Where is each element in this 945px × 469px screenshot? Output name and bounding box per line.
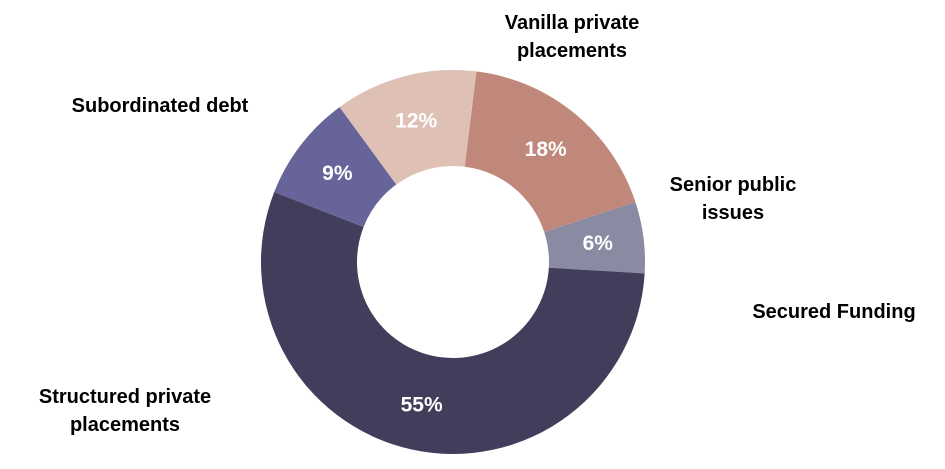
category-label-senior-public-issues: Senior public issues <box>670 174 797 224</box>
slice-subordinated-debt <box>274 107 397 227</box>
category-label-line: Vanilla private <box>505 12 640 34</box>
percent-labels: 18% 6% 55% 9% 12% <box>322 110 613 417</box>
category-label-line: issues <box>702 202 764 224</box>
category-label-line: Secured Funding <box>752 301 915 323</box>
slice-secured-funding <box>544 202 645 274</box>
percent-label-vanilla-private-placements: 12% <box>395 110 437 133</box>
percent-label-senior-public-issues: 18% <box>525 138 567 161</box>
donut-slices <box>260 69 645 454</box>
category-label-line: Senior public <box>670 174 797 196</box>
percent-label-secured-funding: 6% <box>583 232 614 255</box>
category-labels: Senior public issues Secured Funding Struct… <box>39 12 916 436</box>
slice-senior-public-issues <box>464 71 636 233</box>
category-label-subordinated-debt: Subordinated debt <box>72 95 249 117</box>
category-label-secured-funding: Secured Funding <box>752 301 915 323</box>
category-label-line: placements <box>517 40 627 62</box>
category-label-line: Structured private <box>39 386 211 408</box>
slice-vanilla-private-placements <box>339 69 477 185</box>
category-label-line: Subordinated debt <box>72 95 249 117</box>
slice-structured-private-placements <box>260 191 645 454</box>
percent-label-structured-private-placements: 55% <box>401 394 443 417</box>
category-label-line: placements <box>70 414 180 436</box>
category-label-structured-private-placements: Structured private placements <box>39 386 211 436</box>
percent-label-subordinated-debt: 9% <box>322 162 353 185</box>
category-label-vanilla-private-placements: Vanilla private placements <box>505 12 640 62</box>
